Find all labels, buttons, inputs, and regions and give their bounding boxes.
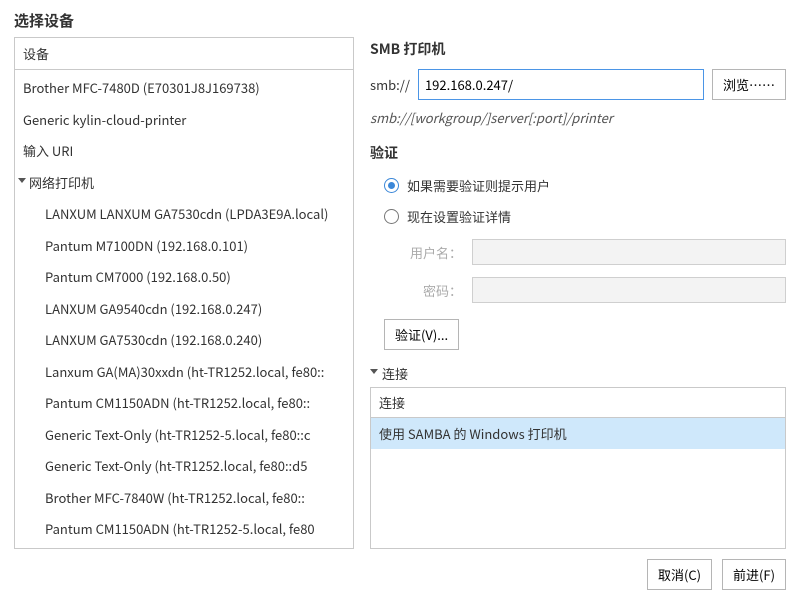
device-item[interactable]: LANXUM GA9540cdn (192.168.0.247): [15, 293, 353, 325]
connection-section: 连接 连接 使用 SAMBA 的 Windows 打印机: [370, 364, 786, 549]
smb-section-title: SMB 打印机: [370, 39, 786, 59]
device-item[interactable]: Pantum CM1150ADN (ht-TR1252.local, fe80:…: [15, 387, 353, 419]
dialog-footer: 取消(C) 前进(F): [0, 549, 800, 600]
radio-label: 如果需要验证则提示用户: [407, 176, 550, 195]
auth-section: 验证 如果需要验证则提示用户 现在设置验证详情 用户名： 密码： 验证(V)..…: [370, 143, 786, 350]
connection-list-header: 连接: [371, 388, 785, 418]
verify-button[interactable]: 验证(V)...: [384, 319, 459, 350]
connection-list: 连接 使用 SAMBA 的 Windows 打印机: [370, 387, 786, 549]
password-row: 密码：: [370, 273, 786, 307]
device-item[interactable]: 输入 URI: [15, 135, 353, 167]
dialog-title: 选择设备: [0, 0, 800, 37]
device-item[interactable]: Pantum CM1150ADN (ht-TR1252-5.local, fe8…: [15, 513, 353, 545]
verify-row: 验证(V)...: [370, 311, 786, 350]
connection-row[interactable]: 使用 SAMBA 的 Windows 打印机: [371, 418, 785, 449]
radio-icon: [384, 178, 399, 193]
smb-uri-row: smb:// 浏览……: [370, 69, 786, 100]
device-item[interactable]: Lanxum GA72xxn (ht-TR1252-6.local, fe80:…: [15, 545, 353, 549]
content-area: 设备 Brother MFC-7480D (E70301J8J169738) G…: [0, 37, 800, 549]
device-item[interactable]: Generic kylin-cloud-printer: [15, 104, 353, 136]
auth-radio-setnow[interactable]: 现在设置验证详情: [370, 204, 786, 229]
settings-panel: SMB 打印机 smb:// 浏览…… smb://[workgroup/]se…: [354, 37, 790, 549]
device-item[interactable]: Brother MFC-7840W (ht-TR1252.local, fe80…: [15, 482, 353, 514]
device-item[interactable]: Pantum M7100DN (192.168.0.101): [15, 230, 353, 262]
username-row: 用户名：: [370, 235, 786, 269]
password-field: [472, 277, 786, 303]
device-panel: 设备 Brother MFC-7480D (E70301J8J169738) G…: [14, 37, 354, 549]
radio-label: 现在设置验证详情: [407, 207, 511, 226]
device-item[interactable]: Pantum CM7000 (192.168.0.50): [15, 261, 353, 293]
password-label: 密码：: [404, 281, 462, 300]
radio-icon: [384, 209, 399, 224]
device-item[interactable]: Generic Text-Only (ht-TR1252-5.local, fe…: [15, 419, 353, 451]
device-item[interactable]: LANXUM LANXUM GA7530cdn (LPDA3E9A.local): [15, 198, 353, 230]
username-field: [472, 239, 786, 265]
smb-format-hint: smb://[workgroup/]server[:port]/printer: [370, 108, 786, 127]
connection-toggle[interactable]: 连接: [370, 364, 786, 383]
auth-section-title: 验证: [370, 143, 786, 163]
device-item[interactable]: Brother MFC-7480D (E70301J8J169738): [15, 72, 353, 104]
device-group-network[interactable]: 网络打印机: [15, 167, 353, 199]
username-label: 用户名：: [404, 243, 462, 262]
device-item[interactable]: Generic Text-Only (ht-TR1252.local, fe80…: [15, 450, 353, 482]
auth-radio-prompt[interactable]: 如果需要验证则提示用户: [370, 173, 786, 198]
device-item[interactable]: LANXUM GA7530cdn (192.168.0.240): [15, 324, 353, 356]
browse-button[interactable]: 浏览……: [712, 69, 786, 100]
smb-uri-input[interactable]: [418, 69, 704, 100]
device-list[interactable]: Brother MFC-7480D (E70301J8J169738) Gene…: [15, 70, 353, 548]
forward-button[interactable]: 前进(F): [722, 559, 786, 590]
cancel-button[interactable]: 取消(C): [647, 559, 712, 590]
device-list-header: 设备: [15, 38, 353, 70]
device-item[interactable]: Lanxum GA(MA)30xxdn (ht-TR1252.local, fe…: [15, 356, 353, 388]
smb-prefix-label: smb://: [370, 75, 410, 94]
